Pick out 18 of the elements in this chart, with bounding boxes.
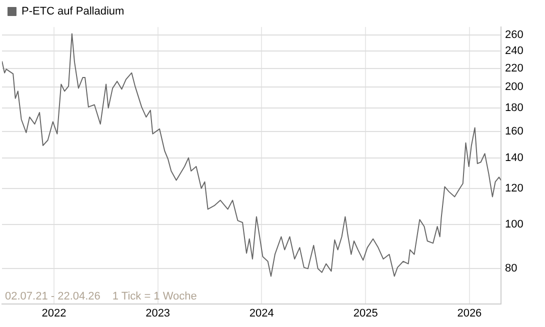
y-tick-label: 120 (505, 182, 524, 194)
y-tick-label: 180 (505, 102, 524, 114)
annotation: 02.07.21 - 22.04.26 (5, 290, 100, 302)
y-tick-label: 200 (505, 81, 524, 94)
y-tick-label: 140 (505, 152, 524, 164)
legend-label: P-ETC auf Palladium (22, 6, 124, 18)
x-tick-label: 2026 (457, 307, 482, 320)
x-tick-label: 2025 (353, 307, 378, 320)
y-tick-label: 160 (505, 125, 524, 138)
y-tick-label: 220 (505, 62, 524, 74)
y-tick-label: 80 (505, 262, 518, 275)
x-tick-label: 2024 (249, 307, 274, 320)
y-tick-label: 240 (505, 45, 524, 58)
annotation: 1 Tick = 1 Woche (112, 290, 197, 302)
y-tick-label: 260 (505, 29, 524, 42)
x-tick-label: 2022 (42, 307, 66, 320)
x-tick-label: 2023 (146, 307, 170, 320)
y-tick-label: 100 (505, 218, 524, 231)
